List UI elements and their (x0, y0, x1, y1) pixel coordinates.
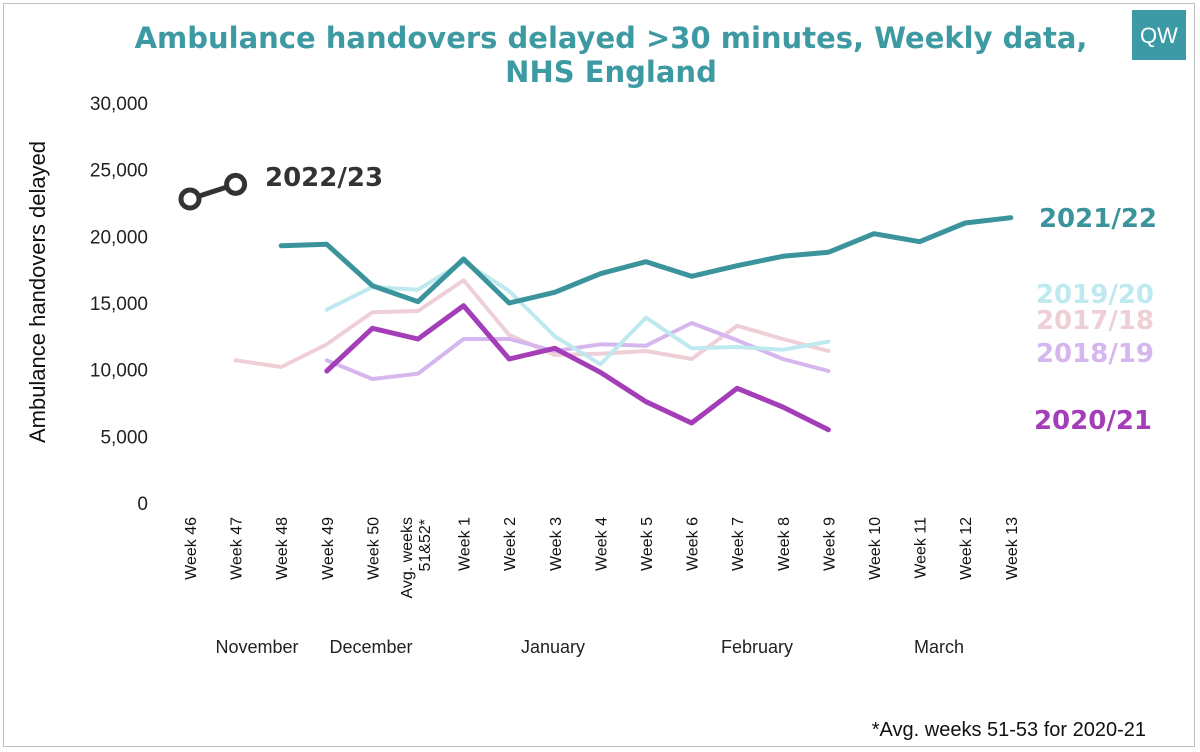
x-tick-label: Week 7 (730, 517, 747, 571)
x-tick-label: Week 12 (958, 517, 975, 580)
series-line-2019-20 (324, 259, 831, 367)
x-tick-label-line2: 51&52* (417, 519, 434, 572)
x-tick-label: Week 4 (593, 517, 610, 571)
series-lines (178, 172, 1014, 433)
series-line-2020-21 (324, 303, 831, 433)
y-tick-label: 5,000 (100, 427, 148, 448)
month-label: November (215, 637, 298, 657)
x-tick-label: Week 13 (1004, 517, 1021, 580)
y-axis-ticks: 30,000 25,000 20,000 15,000 10,000 5,000 0 (90, 94, 148, 515)
month-labels: November December January February March (215, 637, 964, 657)
series-line-2021-22 (278, 215, 1014, 306)
y-tick-label: 10,000 (90, 361, 148, 382)
y-axis-label: Ambulance handovers delayed (25, 141, 50, 443)
y-tick-label: 20,000 (90, 227, 148, 248)
x-tick-label: Week 46 (183, 517, 200, 580)
x-tick-label: Week 9 (821, 517, 838, 571)
x-tick-label: Week 1 (457, 517, 474, 571)
chart-title-line1: Ambulance handovers delayed >30 minutes,… (135, 21, 1088, 55)
month-label: January (521, 637, 585, 657)
x-tick-label: Week 3 (548, 517, 565, 571)
x-tick-label: Week 11 (913, 517, 930, 579)
x-axis-ticks: Week 46 Week 47 Week 48 Week 49 Week 50 Avg. … (183, 517, 1021, 599)
x-tick-label: Avg. weeks 51&52* (399, 517, 434, 599)
x-tick-label: Week 8 (776, 517, 793, 571)
x-tick-label: Week 47 (229, 517, 246, 580)
qw-logo: QW (1132, 10, 1186, 60)
x-tick-label: Week 49 (320, 517, 337, 580)
chart-title-line2: NHS England (505, 55, 717, 89)
qw-logo-box (1132, 10, 1186, 60)
series-point-2022-23 (224, 172, 248, 196)
y-tick-label: 15,000 (90, 294, 148, 315)
series-label-2017-18: 2017/18 (1036, 306, 1154, 336)
x-tick-label-line1: Avg. weeks (399, 517, 416, 599)
series-point-2022-23 (178, 187, 202, 211)
series-label-2018-19: 2018/19 (1036, 339, 1154, 369)
month-label: February (721, 637, 793, 657)
y-tick-label: 0 (137, 494, 148, 515)
x-tick-label: Week 6 (685, 517, 702, 571)
month-label: March (914, 637, 964, 657)
series-line-2018-19 (324, 321, 831, 381)
series-label-2020-21: 2020/21 (1034, 406, 1152, 436)
x-tick-label: Week 2 (502, 517, 519, 571)
y-tick-label: 30,000 (90, 94, 148, 115)
chart-frame (3, 3, 1195, 747)
x-tick-label: Week 10 (867, 517, 884, 580)
series-label-2019-20: 2019/20 (1036, 280, 1154, 310)
series-label-2021-22: 2021/22 (1039, 204, 1157, 234)
x-tick-label: Week 50 (365, 517, 382, 580)
series-label-2022-23: 2022/23 (265, 163, 383, 193)
y-tick-label: 25,000 (90, 161, 148, 182)
x-tick-label: Week 48 (274, 517, 291, 580)
qw-logo-text: QW (1140, 23, 1178, 48)
x-tick-label: Week 5 (639, 517, 656, 571)
footnote: *Avg. weeks 51-53 for 2020-21 (872, 719, 1146, 741)
month-label: December (329, 637, 412, 657)
